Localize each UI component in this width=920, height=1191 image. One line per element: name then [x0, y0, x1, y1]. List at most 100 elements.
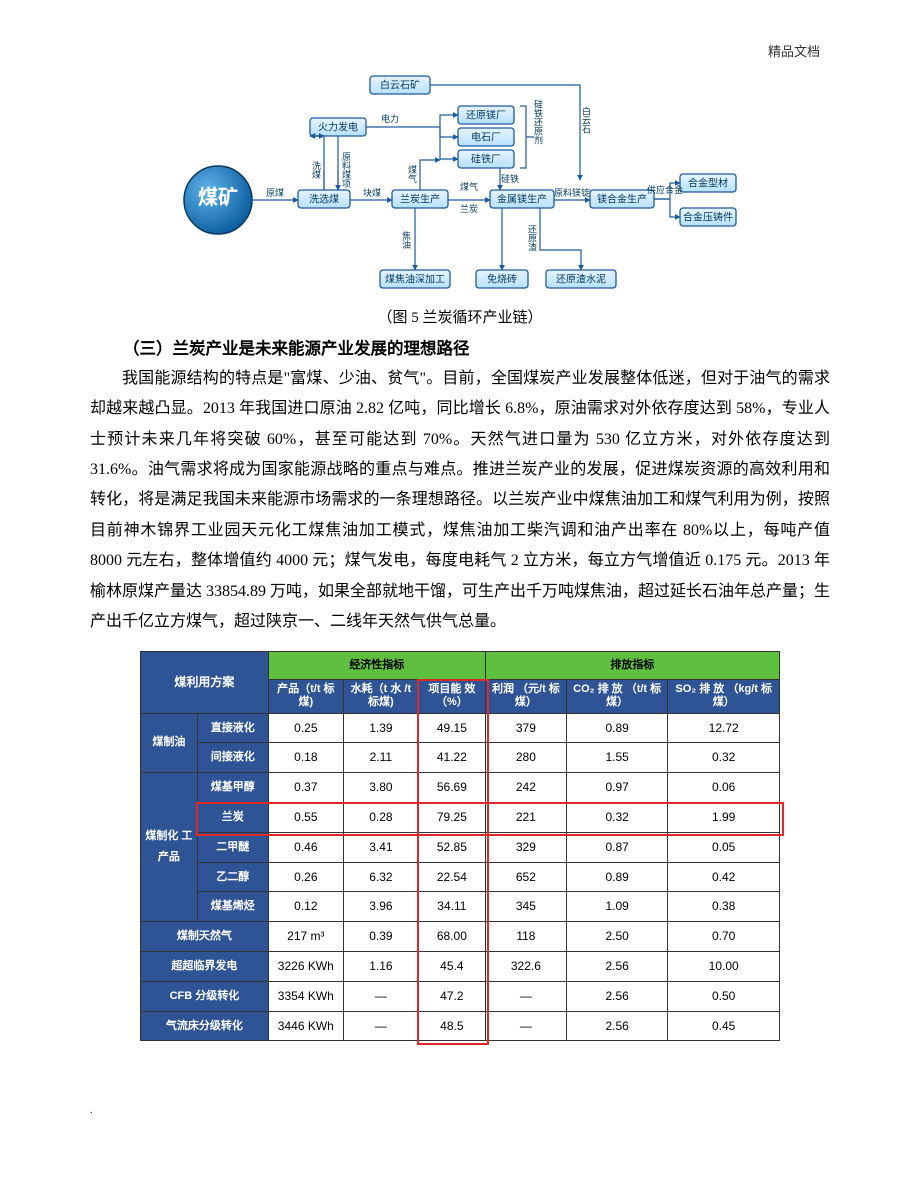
edge-jiaoyou: 焦油: [401, 230, 411, 250]
cell-eff: 56.69: [418, 773, 485, 803]
cell-profit: 221: [485, 803, 566, 833]
cell-product: 0.25: [268, 713, 343, 743]
cell-co2: 0.89: [566, 862, 667, 892]
row-name: 煤基烯烃: [197, 892, 268, 922]
row-name: CFB 分级转化: [141, 981, 269, 1011]
node-mianshao: 免烧砖: [487, 273, 517, 286]
cell-product: 3226 KWh: [268, 952, 343, 982]
cell-profit: 118: [485, 922, 566, 952]
comparison-table-wrap: 煤利用方案 经济性指标 排放指标 产品（t/t 标煤) 水耗（t 水 /t 标煤…: [140, 651, 780, 1041]
cell-co2: 0.87: [566, 832, 667, 862]
table-row: 兰炭0.550.2879.252210.321.99: [141, 803, 780, 833]
cell-eff: 49.15: [418, 713, 485, 743]
edge-yuanliao2: 原料煤项: [341, 152, 351, 189]
edge-meiqi: 煤气: [460, 181, 478, 192]
table-row: CFB 分级转化3354 KWh—47.2—2.560.50: [141, 981, 780, 1011]
table-row: 间接液化0.182.1141.222801.550.32: [141, 743, 780, 773]
cell-co2: 1.09: [566, 892, 667, 922]
node-xixuan: 洗选煤: [309, 193, 339, 206]
row-name: 乙二醇: [197, 862, 268, 892]
node-coal-mine: 煤矿: [198, 185, 238, 209]
table-row: 煤基烯烃0.123.9634.113451.090.38: [141, 892, 780, 922]
th-water: 水耗（t 水 /t 标煤): [343, 680, 418, 713]
cell-co2: 2.50: [566, 922, 667, 952]
cell-water: 1.39: [343, 713, 418, 743]
table-row: 二甲醚0.463.4152.853290.870.05: [141, 832, 780, 862]
th-emit: 排放指标: [485, 652, 779, 680]
cell-water: 6.32: [343, 862, 418, 892]
edge-huanyuanzha: 还原渣: [527, 223, 537, 251]
cell-profit: 345: [485, 892, 566, 922]
row-name: 直接液化: [197, 713, 268, 743]
cell-water: 2.11: [343, 743, 418, 773]
cell-water: —: [343, 981, 418, 1011]
cell-so2: 1.99: [668, 803, 780, 833]
cell-water: 1.16: [343, 952, 418, 982]
cell-product: 3446 KWh: [268, 1011, 343, 1041]
cell-co2: 0.32: [566, 803, 667, 833]
figure-caption: （图 5 兰炭循环产业链）: [90, 304, 830, 333]
cell-water: 0.39: [343, 922, 418, 952]
cell-eff: 52.85: [418, 832, 485, 862]
cell-eff: 79.25: [418, 803, 485, 833]
cell-water: —: [343, 1011, 418, 1041]
th-scheme: 煤利用方案: [141, 652, 269, 713]
cell-product: 0.37: [268, 773, 343, 803]
comparison-table: 煤利用方案 经济性指标 排放指标 产品（t/t 标煤) 水耗（t 水 /t 标煤…: [140, 651, 780, 1041]
table-row: 气流床分级转化3446 KWh—48.5—2.560.45: [141, 1011, 780, 1041]
node-guitie: 硅铁厂: [471, 153, 501, 166]
row-name: 煤制天然气: [141, 922, 269, 952]
cell-profit: 329: [485, 832, 566, 862]
row-category: 煤制化 工产品: [141, 773, 198, 922]
cell-so2: 0.06: [668, 773, 780, 803]
cell-eff: 48.5: [418, 1011, 485, 1041]
footer-dot: .: [90, 1101, 830, 1120]
cell-co2: 2.56: [566, 952, 667, 982]
cell-profit: 652: [485, 862, 566, 892]
node-xingcai: 合金型材: [688, 177, 728, 190]
cell-profit: 242: [485, 773, 566, 803]
edge-yuanmei: 原煤: [266, 187, 284, 198]
th-co2: CO₂ 排 放 （t/t 标煤）: [566, 680, 667, 713]
cell-product: 0.12: [268, 892, 343, 922]
th-profit: 利润 （元/t 标煤）: [485, 680, 566, 713]
cell-eff: 47.2: [418, 981, 485, 1011]
node-huanyuan: 还原镁厂: [466, 109, 506, 122]
cell-so2: 0.32: [668, 743, 780, 773]
cell-profit: 322.6: [485, 952, 566, 982]
cell-so2: 0.38: [668, 892, 780, 922]
cell-product: 0.55: [268, 803, 343, 833]
th-eff: 项目能 效（%）: [418, 680, 485, 713]
row-category: 煤制油: [141, 713, 198, 773]
cell-so2: 0.42: [668, 862, 780, 892]
node-huanyuanzha: 还原渣水泥: [556, 273, 606, 286]
node-yazhu: 合金压铸件: [683, 211, 733, 224]
cell-product: 0.26: [268, 862, 343, 892]
flow-diagram: 煤矿 白云石矿 火力发电 还原镁厂 电石厂 硅铁厂 硅铁还原剂 白云石 洗选煤 …: [180, 70, 740, 300]
edge-gongying: 供应合金: [647, 184, 683, 195]
cell-so2: 0.45: [668, 1011, 780, 1041]
bracket-label-1: 硅铁还原剂: [533, 98, 543, 145]
cell-so2: 0.70: [668, 922, 780, 952]
cell-eff: 45.4: [418, 952, 485, 982]
cell-co2: 0.89: [566, 713, 667, 743]
node-dianshi: 电石厂: [471, 131, 501, 144]
cell-profit: —: [485, 1011, 566, 1041]
edge-label-baiyun: 白云石: [581, 105, 591, 134]
cell-eff: 68.00: [418, 922, 485, 952]
cell-profit: 379: [485, 713, 566, 743]
cell-eff: 34.11: [418, 892, 485, 922]
row-name: 兰炭: [197, 803, 268, 833]
table-row: 煤制化 工产品煤基甲醇0.373.8056.692420.970.06: [141, 773, 780, 803]
cell-co2: 1.55: [566, 743, 667, 773]
cell-product: 0.46: [268, 832, 343, 862]
cell-eff: 22.54: [418, 862, 485, 892]
edge-meiqi2: 煤气: [407, 164, 417, 183]
cell-co2: 2.56: [566, 1011, 667, 1041]
edge-dianli: 电力: [381, 113, 399, 124]
body-paragraph: 我国能源结构的特点是"富煤、少油、贫气"。目前，全国煤炭产业发展整体低迷，但对于…: [90, 364, 830, 638]
cell-so2: 12.72: [668, 713, 780, 743]
th-product: 产品（t/t 标煤): [268, 680, 343, 713]
node-meihejin: 镁合金生产: [597, 193, 647, 206]
table-row: 煤制油直接液化0.251.3949.153790.8912.72: [141, 713, 780, 743]
